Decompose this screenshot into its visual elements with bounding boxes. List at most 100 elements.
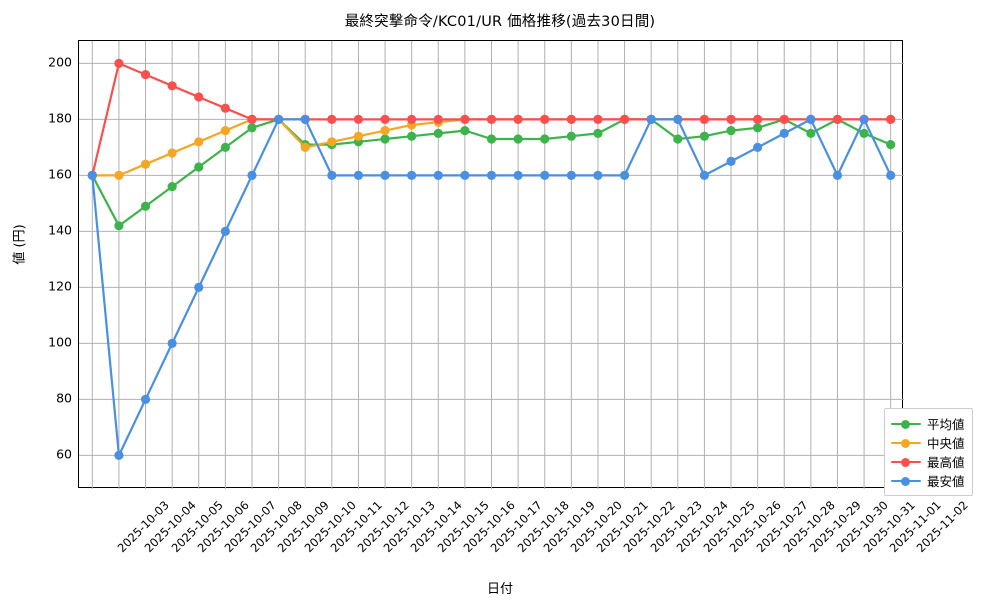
x-axis-tick-labels: 2025-10-03 2025-10-04 2025-10-05 2025-10-06… — [78, 488, 971, 578]
data-point — [327, 170, 337, 180]
data-point — [380, 114, 390, 124]
y-tick-label: 100 — [48, 334, 72, 350]
data-point — [513, 170, 523, 180]
plot-area — [78, 40, 904, 489]
data-point — [300, 114, 310, 124]
data-point — [486, 170, 497, 180]
data-point — [247, 123, 257, 133]
data-point — [167, 81, 177, 91]
chart-title: 最終突撃命令/KC01/UR 価格推移(過去30日間) — [344, 14, 656, 30]
data-point — [327, 114, 337, 124]
data-point — [407, 170, 417, 180]
data-point — [513, 114, 523, 124]
data-point — [726, 126, 736, 136]
data-point — [673, 134, 683, 144]
legend-item-4[interactable]: 最安値 — [891, 471, 965, 490]
data-point — [220, 142, 230, 152]
legend-label: 平均値 — [927, 417, 965, 432]
series-3 — [87, 58, 896, 180]
data-point — [140, 70, 151, 80]
legend-item-2[interactable]: 中央値 — [891, 433, 965, 452]
data-point — [619, 114, 630, 124]
data-point — [167, 182, 177, 192]
data-point — [247, 170, 257, 180]
data-point — [327, 137, 337, 147]
legend-label: 最安値 — [927, 474, 965, 489]
data-point — [167, 338, 177, 348]
data-point — [194, 92, 204, 102]
data-point — [753, 114, 763, 124]
data-point — [140, 201, 151, 211]
data-point — [300, 142, 310, 152]
data-point — [220, 103, 230, 113]
y-tick-label: 120 — [48, 278, 72, 294]
data-point — [832, 170, 843, 180]
data-point — [886, 114, 896, 124]
x-axis-label: 日付 — [486, 582, 513, 597]
data-point — [194, 282, 204, 292]
data-point — [433, 114, 443, 124]
data-point — [779, 114, 789, 124]
data-point — [353, 114, 364, 124]
series-4 — [87, 114, 896, 460]
data-point — [114, 221, 124, 231]
data-point — [566, 131, 576, 141]
y-tick-label: 160 — [48, 166, 72, 182]
data-point — [140, 159, 151, 169]
data-point — [114, 170, 124, 180]
data-point — [699, 170, 710, 180]
y-tick-label: 80 — [56, 390, 72, 406]
data-point — [619, 170, 630, 180]
legend-item-3[interactable]: 最高値 — [891, 452, 965, 471]
data-point — [220, 126, 230, 136]
data-point — [859, 114, 869, 124]
data-point — [380, 134, 390, 144]
data-point — [380, 170, 390, 180]
y-tick-label: 200 — [48, 54, 72, 70]
data-point — [114, 58, 124, 68]
data-point — [140, 394, 151, 404]
plot-svg — [79, 41, 904, 489]
data-point — [859, 128, 869, 138]
data-point — [486, 114, 497, 124]
legend-marker-icon — [891, 437, 921, 449]
legend-marker-icon — [891, 418, 921, 430]
y-axis-label: 値 (円) — [12, 224, 28, 265]
legend-label: 中央値 — [927, 436, 965, 451]
data-point — [380, 126, 390, 136]
data-point — [194, 162, 204, 172]
data-point — [566, 170, 576, 180]
data-point — [194, 137, 204, 147]
data-point — [593, 170, 603, 180]
grid-lines — [79, 41, 904, 489]
data-point — [699, 131, 710, 141]
data-point — [486, 134, 497, 144]
data-point — [353, 131, 364, 141]
data-point — [753, 123, 763, 133]
data-point — [540, 114, 550, 124]
data-point — [353, 170, 364, 180]
data-point — [886, 140, 896, 150]
chart-legend: 平均値中央値 最高値最安値 — [884, 408, 973, 496]
data-point — [247, 114, 257, 124]
data-point — [593, 128, 603, 138]
data-point — [407, 114, 417, 124]
legend-item-1[interactable]: 平均値 — [891, 414, 965, 433]
data-point — [167, 148, 177, 158]
legend-marker-icon — [891, 475, 921, 487]
data-point — [806, 114, 816, 124]
data-point — [779, 128, 789, 138]
data-point — [886, 170, 896, 180]
data-point — [699, 114, 710, 124]
data-point — [460, 170, 470, 180]
data-point — [433, 170, 443, 180]
data-point — [220, 226, 230, 236]
data-point — [513, 134, 523, 144]
data-point — [593, 114, 603, 124]
data-point — [806, 128, 816, 138]
data-point — [274, 114, 284, 124]
data-point — [460, 114, 470, 124]
data-point — [726, 156, 736, 166]
legend-marker-icon — [891, 456, 921, 468]
